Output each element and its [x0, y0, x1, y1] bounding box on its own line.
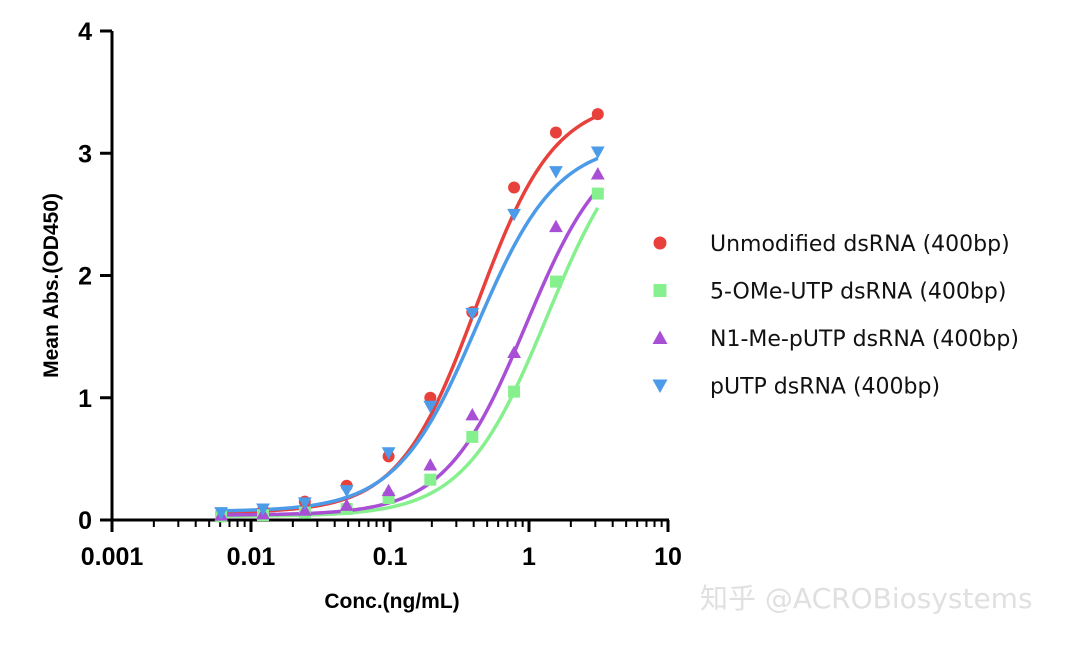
data-point: [381, 483, 396, 497]
data-point: [590, 146, 605, 159]
fit-curve: [221, 156, 599, 513]
x-tick-label: 0.001: [81, 543, 144, 571]
x-tick-label: 10: [654, 543, 682, 571]
data-point: [256, 503, 270, 516]
data-point: [508, 385, 521, 398]
legend-label: N1-Me-pUTP dsRNA (400bp): [710, 327, 1019, 352]
y-tick-label: 0: [78, 507, 92, 535]
data-point: [549, 166, 563, 179]
data-point: [339, 485, 354, 498]
data-point: [466, 430, 479, 443]
fit-curves: [221, 114, 600, 518]
legend-marker: [653, 284, 667, 297]
data-point: [381, 447, 396, 460]
data-points: [214, 108, 605, 523]
x-tick-label: 1: [522, 543, 536, 571]
x-tick-label: 0.01: [227, 543, 276, 571]
data-point: [214, 507, 229, 520]
data-point: [549, 126, 562, 139]
data-point: [507, 208, 521, 222]
fit-curve: [221, 188, 600, 517]
y-tick-label: 2: [78, 263, 92, 291]
legend-label: Unmodified dsRNA (400bp): [710, 232, 1010, 257]
y-tick-label: 3: [78, 140, 92, 168]
data-point: [423, 458, 438, 471]
legend-marker: [652, 379, 668, 393]
data-point: [339, 498, 354, 511]
data-point: [465, 307, 480, 321]
data-point: [590, 167, 605, 180]
fit-curve: [221, 207, 600, 518]
watermark-text: 知乎 @ACROBiosystems: [700, 582, 1033, 615]
data-point: [508, 181, 521, 194]
y-axis-title: Mean Abs.(OD450): [40, 193, 63, 378]
data-point: [591, 187, 604, 200]
legend-marker: [652, 330, 668, 344]
data-point: [507, 345, 521, 359]
legend-label: 5-OMe-UTP dsRNA (400bp): [710, 280, 1006, 305]
legend-label: pUTP dsRNA (400bp): [710, 375, 940, 400]
data-point: [297, 497, 312, 510]
x-axis-title: Conc.(ng/mL): [324, 590, 459, 613]
data-point: [465, 407, 480, 421]
data-point: [424, 391, 437, 404]
data-point: [549, 275, 562, 288]
data-point: [423, 400, 438, 414]
axes: 0.001 0.01 0.1 1 10 0 1 2 3 4: [78, 18, 682, 571]
legend-marker: [653, 236, 667, 250]
y-tick-label: 1: [78, 385, 92, 413]
data-point: [591, 108, 604, 121]
x-tick-label: 0.1: [373, 543, 408, 571]
y-tick-label: 4: [78, 18, 92, 46]
legend: Unmodified dsRNA (400bp) 5-OMe-UTP dsRNA …: [652, 232, 1019, 400]
data-point: [424, 473, 437, 486]
data-point: [549, 219, 563, 233]
